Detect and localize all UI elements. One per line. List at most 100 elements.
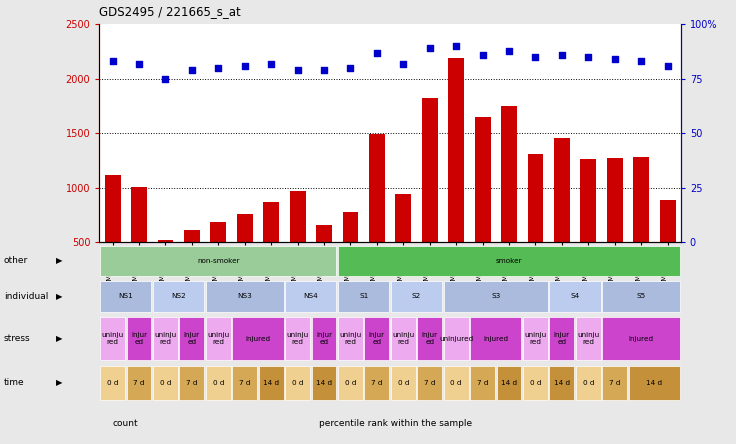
Text: uninju
red: uninju red — [102, 332, 124, 345]
Bar — [285, 317, 310, 360]
Bar — [237, 214, 252, 297]
Bar — [290, 191, 305, 297]
Bar — [131, 186, 147, 297]
Text: ▶: ▶ — [56, 292, 63, 301]
Bar — [550, 281, 601, 312]
Bar — [100, 365, 125, 400]
Bar — [602, 317, 680, 360]
Bar — [100, 281, 152, 312]
Point — [238, 62, 250, 69]
Text: S3: S3 — [491, 293, 500, 299]
Text: S1: S1 — [359, 293, 368, 299]
Text: 0 d: 0 d — [292, 380, 303, 386]
Point — [186, 67, 198, 74]
Bar — [259, 365, 283, 400]
Text: 0 d: 0 d — [397, 380, 409, 386]
Bar — [263, 202, 279, 297]
Bar — [554, 138, 570, 297]
Text: 14 d: 14 d — [263, 380, 279, 386]
Bar — [206, 281, 283, 312]
Point — [424, 45, 436, 52]
Point — [107, 58, 118, 65]
Bar — [417, 365, 442, 400]
Point — [556, 52, 567, 59]
Bar — [391, 281, 442, 312]
Text: uninju
red: uninju red — [155, 332, 177, 345]
Point — [133, 60, 145, 67]
Point — [265, 60, 277, 67]
Bar — [602, 281, 680, 312]
Bar — [497, 365, 521, 400]
Point — [530, 54, 542, 61]
Bar — [158, 240, 174, 297]
Bar — [448, 58, 464, 297]
Point — [371, 49, 383, 56]
Bar — [285, 365, 310, 400]
Point — [397, 60, 409, 67]
Bar — [105, 174, 121, 297]
Bar — [602, 365, 627, 400]
Text: injur
ed: injur ed — [131, 332, 147, 345]
Bar — [444, 281, 548, 312]
Bar — [391, 317, 416, 360]
Text: 14 d: 14 d — [646, 380, 662, 386]
Bar — [391, 365, 416, 400]
Bar — [475, 117, 490, 297]
Text: uninjured: uninjured — [439, 336, 473, 341]
Bar — [444, 365, 469, 400]
Text: uninju
red: uninju red — [286, 332, 308, 345]
Bar — [206, 317, 230, 360]
Point — [291, 67, 303, 74]
Bar — [581, 159, 596, 297]
Text: 7 d: 7 d — [371, 380, 383, 386]
Bar — [153, 317, 178, 360]
Point — [503, 47, 515, 54]
Text: 0 d: 0 d — [344, 380, 356, 386]
Point — [609, 56, 620, 63]
Bar — [528, 154, 543, 297]
Bar — [127, 365, 152, 400]
Bar — [338, 365, 363, 400]
Text: 0 d: 0 d — [160, 380, 171, 386]
Text: 14 d: 14 d — [501, 380, 517, 386]
Point — [635, 58, 647, 65]
Text: 0 d: 0 d — [450, 380, 462, 386]
Text: S2: S2 — [412, 293, 421, 299]
Bar — [311, 317, 336, 360]
Text: 0 d: 0 d — [530, 380, 541, 386]
Point — [318, 67, 330, 74]
Point — [213, 64, 224, 71]
Text: injured: injured — [245, 336, 271, 341]
Bar — [444, 317, 469, 360]
Bar — [153, 281, 205, 312]
Text: injur
ed: injur ed — [369, 332, 385, 345]
Bar — [422, 99, 438, 297]
Bar — [100, 246, 336, 276]
Point — [160, 75, 171, 83]
Bar — [501, 106, 517, 297]
Bar — [285, 281, 336, 312]
Bar — [470, 365, 495, 400]
Bar — [127, 317, 152, 360]
Text: 7 d: 7 d — [239, 380, 250, 386]
Bar — [633, 157, 649, 297]
Bar — [338, 281, 389, 312]
Bar — [364, 317, 389, 360]
Bar — [233, 317, 283, 360]
Bar — [100, 317, 125, 360]
Bar — [338, 317, 363, 360]
Bar — [523, 317, 548, 360]
Text: GDS2495 / 221665_s_at: GDS2495 / 221665_s_at — [99, 5, 241, 18]
Text: smoker: smoker — [496, 258, 523, 264]
Bar — [576, 365, 601, 400]
Text: uninju
red: uninju red — [524, 332, 547, 345]
Text: other: other — [4, 256, 28, 266]
Bar — [576, 317, 601, 360]
Text: injur
ed: injur ed — [184, 332, 200, 345]
Bar — [417, 317, 442, 360]
Text: individual: individual — [4, 292, 48, 301]
Bar — [606, 158, 623, 297]
Bar — [206, 365, 230, 400]
Bar — [550, 365, 574, 400]
Bar — [180, 317, 205, 360]
